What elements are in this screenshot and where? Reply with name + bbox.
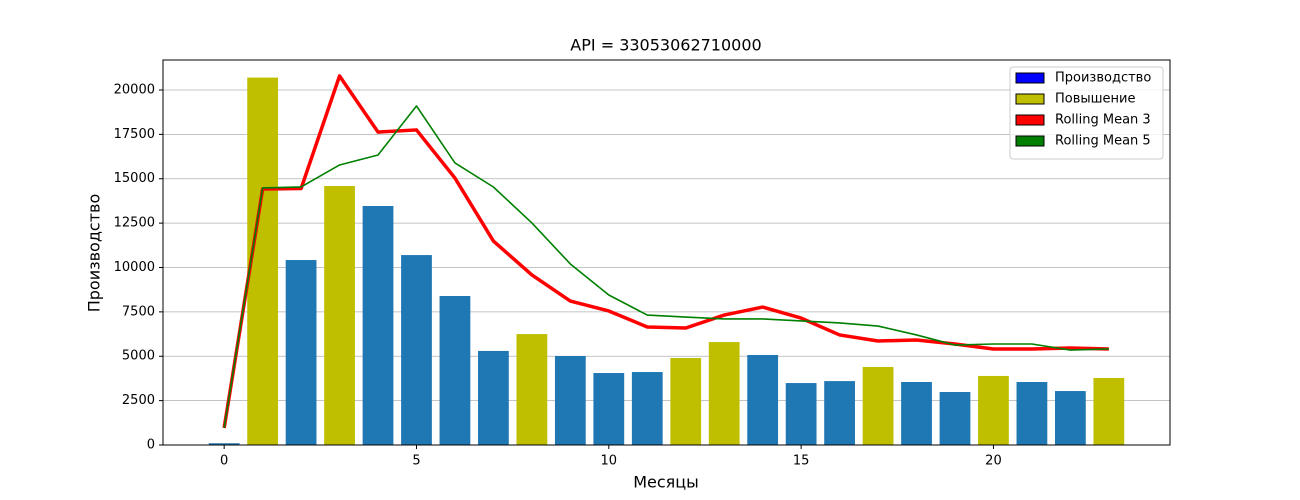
bar — [324, 186, 355, 445]
x-tick-label: 20 — [985, 454, 1002, 469]
bar — [747, 355, 779, 445]
bar — [939, 392, 971, 445]
bar — [901, 381, 932, 445]
legend-swatch — [1015, 135, 1045, 147]
bar — [631, 372, 663, 445]
bar — [978, 375, 1009, 445]
legend-label: Производство — [1055, 71, 1151, 86]
bar — [824, 381, 855, 445]
y-tick-label: 17500 — [114, 127, 155, 142]
legend-label: Повышение — [1055, 92, 1136, 107]
bar — [478, 350, 509, 445]
bar — [439, 295, 471, 445]
line-series — [223, 105, 1109, 429]
line-series — [222, 74, 1109, 429]
x-tick-label: 15 — [793, 454, 810, 469]
legend-label: Rolling Mean 5 — [1055, 134, 1151, 149]
bar — [401, 255, 432, 445]
bar — [862, 366, 894, 445]
bar — [1054, 391, 1086, 445]
y-tick-label: 15000 — [114, 171, 155, 186]
y-tick-label: 10000 — [114, 260, 155, 275]
chart-title: API = 33053062710000 — [570, 36, 761, 55]
x-tick-label: 10 — [601, 454, 618, 469]
bar — [208, 443, 240, 445]
y-tick-label: 7500 — [122, 304, 155, 319]
bar — [285, 260, 317, 445]
y-tick-label: 0 — [147, 438, 155, 453]
legend-swatch — [1015, 93, 1045, 105]
legend-swatch — [1015, 114, 1045, 126]
legend-label: Rolling Mean 3 — [1055, 113, 1151, 128]
bar — [554, 355, 586, 445]
legend-swatch — [1015, 72, 1045, 84]
y-tick-label: 2500 — [122, 393, 155, 408]
bar — [516, 334, 548, 445]
bar — [1016, 381, 1048, 445]
bar — [593, 373, 625, 445]
y-tick-label: 20000 — [114, 82, 155, 97]
y-axis-label: Производство — [85, 194, 104, 313]
bar — [708, 342, 740, 445]
y-tick-label: 5000 — [122, 349, 155, 364]
bar — [670, 358, 702, 445]
plot-frame — [162, 59, 1171, 446]
x-axis-label: Месяцы — [633, 473, 699, 492]
legend-box — [1009, 66, 1164, 160]
y-tick-label: 12500 — [114, 216, 155, 231]
bar — [785, 383, 817, 445]
x-tick-label: 0 — [220, 454, 228, 469]
bar — [1093, 377, 1125, 445]
x-tick-label: 5 — [412, 454, 420, 469]
bar — [362, 205, 394, 445]
